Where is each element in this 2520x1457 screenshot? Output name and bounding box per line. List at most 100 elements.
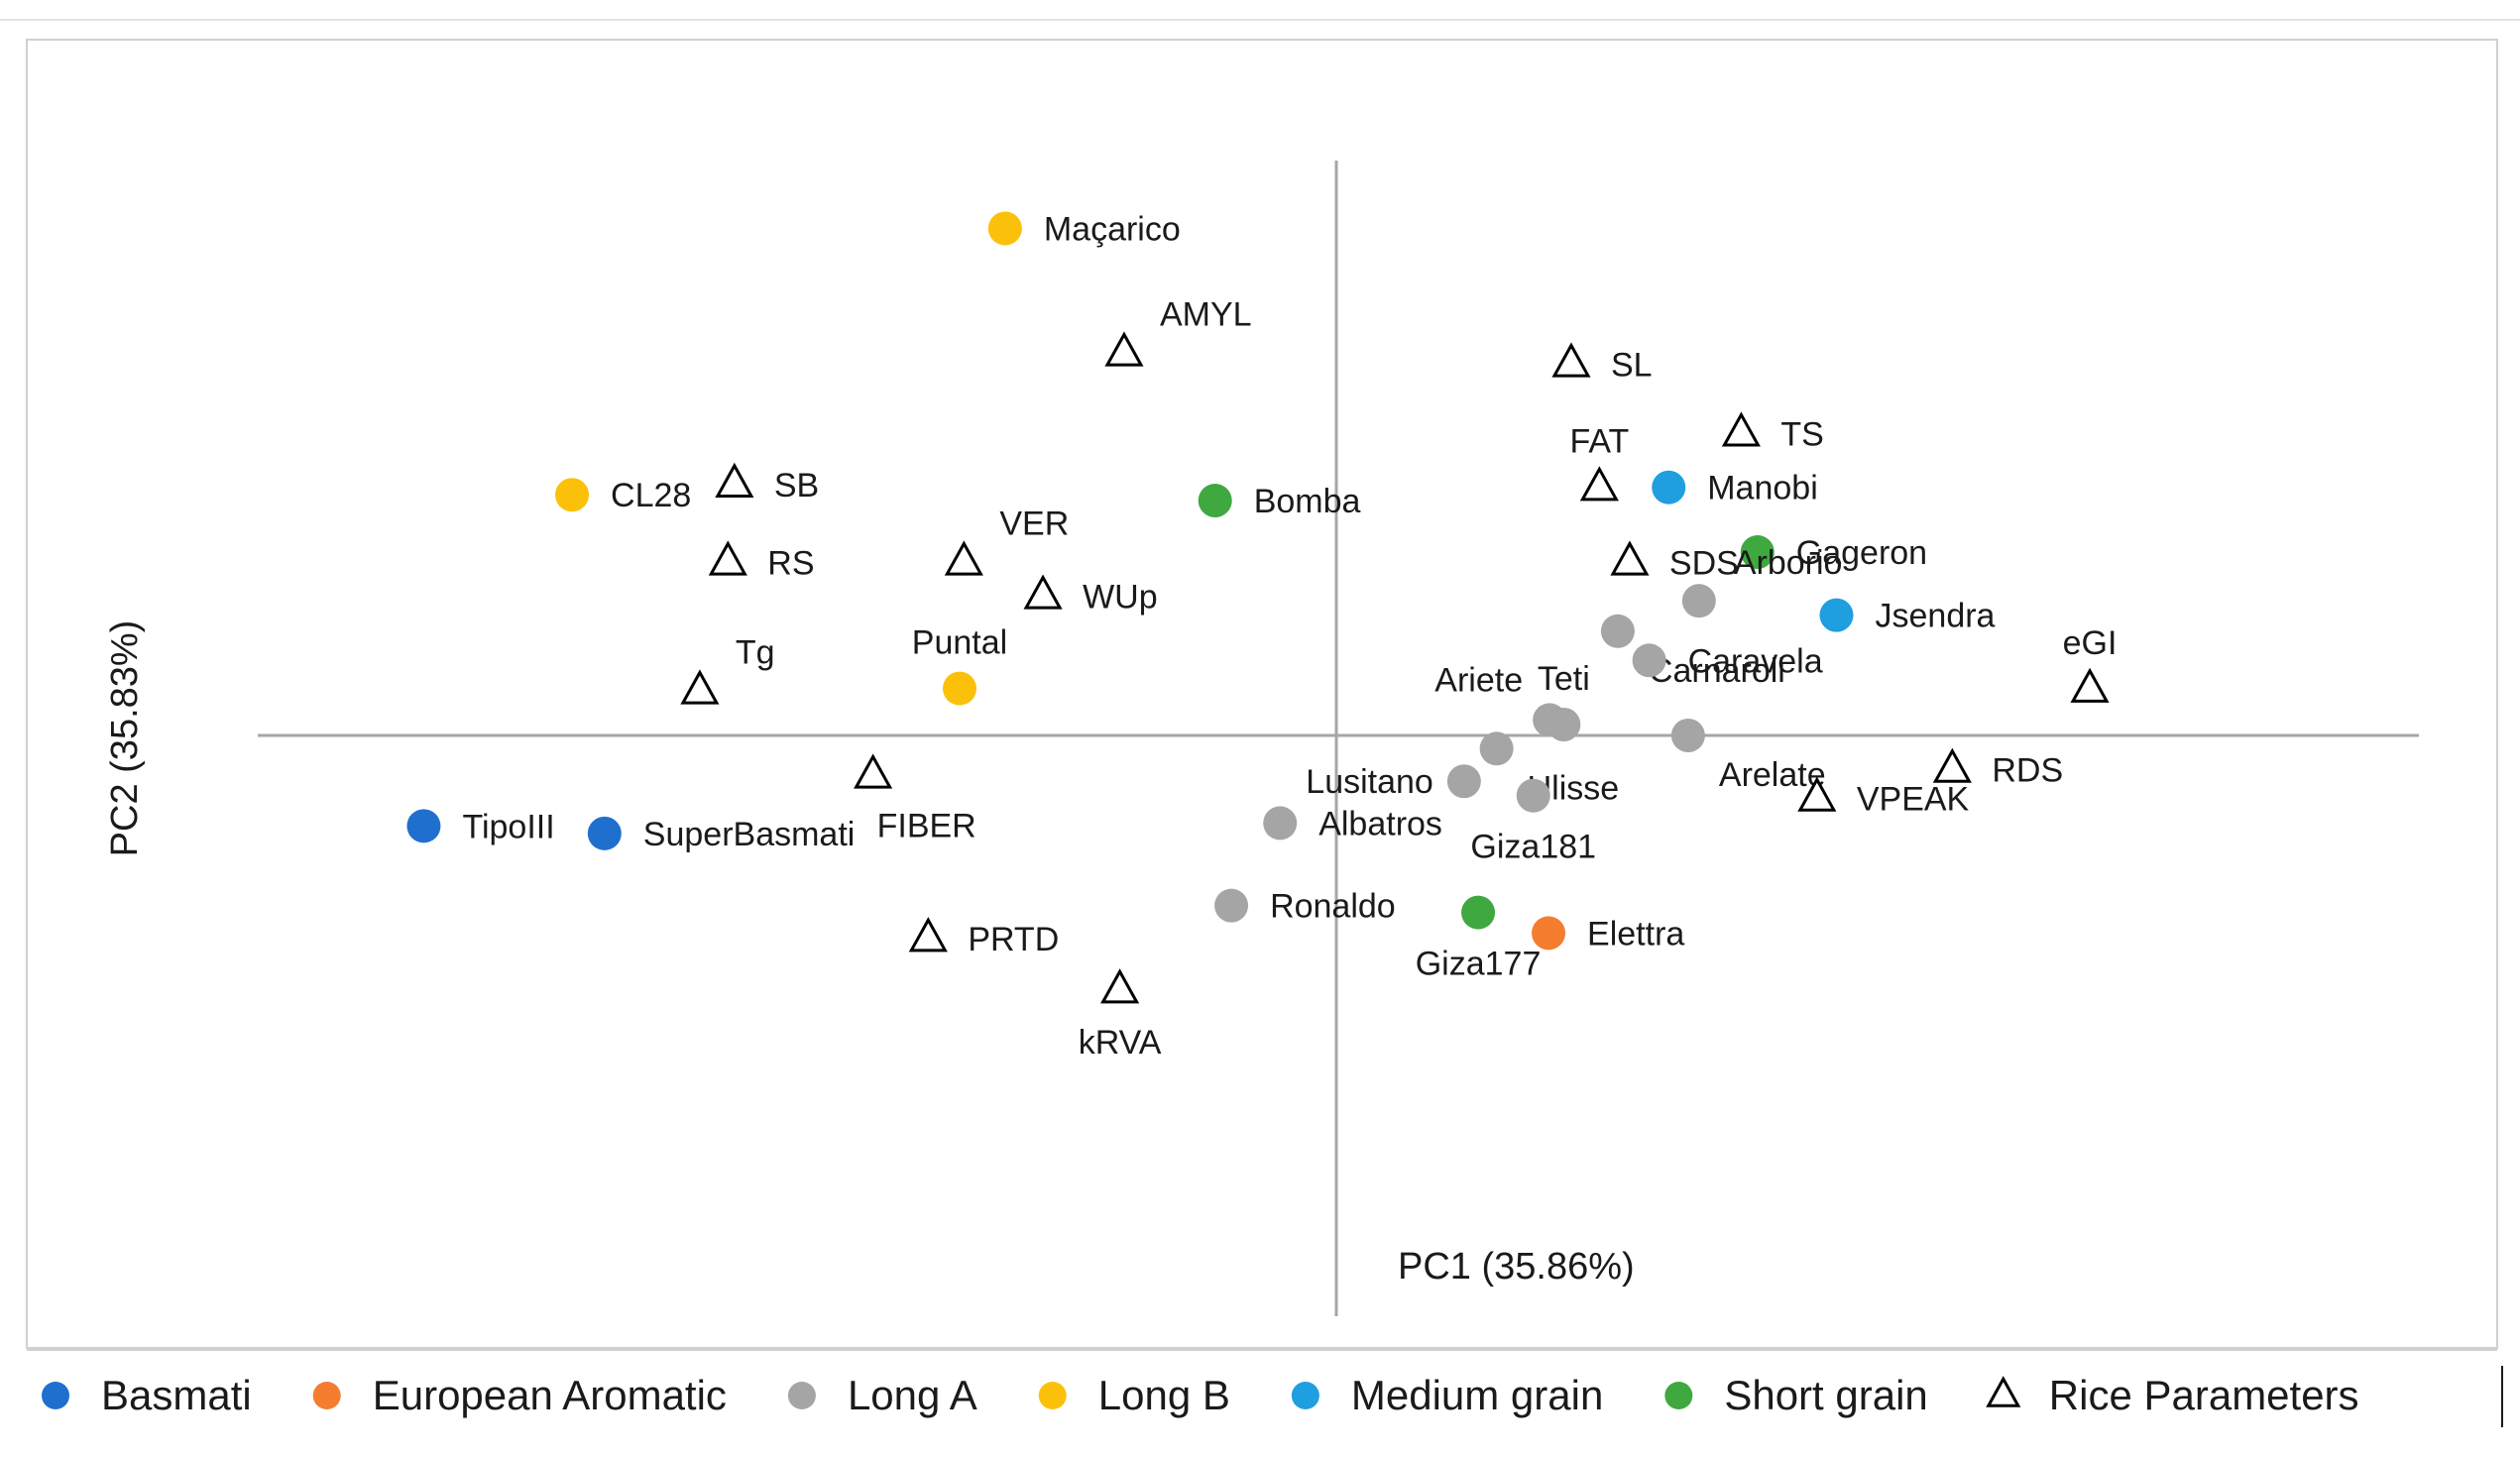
point-label-elettra: Elettra [1587, 915, 1684, 953]
param-label-egi: eGI [2063, 624, 2118, 662]
point-ulisse [1479, 731, 1514, 766]
point-label-superbasmati: SuperBasmati [643, 816, 856, 853]
point-gageron [1740, 535, 1775, 570]
point-tipoiii [406, 809, 441, 843]
point-puntal [942, 671, 976, 706]
legend-label-basmati: Basmati [101, 1372, 252, 1418]
legend: Basmati European Aromatic Long A Long B Medi… [42, 1372, 2359, 1418]
point-caravela [1632, 643, 1666, 678]
point-lusitano [1446, 764, 1481, 799]
param-marker-tg [680, 669, 720, 705]
param-marker-ts [1721, 411, 1761, 447]
param-marker-sb [715, 462, 754, 498]
legend-marker-medium-grain [1291, 1382, 1319, 1409]
point-label-manobi: Manobi [1707, 470, 1818, 507]
param-marker-egi [2070, 667, 2110, 703]
point-label-arelate: Arelate [1719, 756, 1826, 794]
legend-item-long-a: Long A [787, 1372, 977, 1418]
param-marker-vpeak [1797, 776, 1837, 812]
point-label-jsendra: Jsendra [1876, 598, 1996, 635]
legend-label-medium-grain: Medium grain [1351, 1372, 1603, 1418]
point-ronaldo [1214, 888, 1249, 923]
point-arborio [1681, 584, 1716, 618]
y-axis-label: PC2 (35.83%) [104, 620, 146, 857]
param-label-sds: SDS [1669, 544, 1739, 582]
plot-frame [26, 39, 2498, 1349]
point-label-ronaldo: Ronaldo [1270, 888, 1396, 926]
param-marker-sl [1551, 342, 1591, 378]
param-label-vpeak: VPEAK [1857, 781, 1970, 819]
param-marker-wup [1023, 574, 1063, 610]
point-label-gageron: Gageron [1796, 534, 1927, 572]
legend-marker-long-a [787, 1382, 816, 1409]
point-manobi [1652, 470, 1686, 504]
param-label-fiber: FIBER [877, 807, 976, 844]
param-label-tg: Tg [736, 633, 775, 671]
point-macarico [987, 211, 1022, 246]
point-label-giza177: Giza177 [1416, 946, 1542, 983]
param-marker-rds [1932, 747, 1972, 783]
point-elettra [1532, 916, 1566, 951]
point-label-albatros: Albatros [1318, 805, 1442, 842]
point-giza181 [1516, 778, 1550, 813]
legend-label-long-b: Long B [1098, 1372, 1230, 1418]
point-giza177 [1461, 895, 1496, 930]
point-carnaroli [1600, 614, 1635, 648]
param-marker-amyl [1104, 331, 1144, 367]
point-label-cl28: CL28 [611, 477, 691, 514]
legend-marker-basmati [42, 1382, 69, 1409]
legend-item-long-b: Long B [1038, 1372, 1230, 1418]
point-albatros [1263, 806, 1298, 841]
axes [258, 161, 2419, 1316]
param-label-sl: SL [1611, 346, 1653, 384]
param-marker-prtd [908, 917, 948, 953]
point-label-carnaroli: Carnaroli [1649, 652, 1785, 690]
point-superbasmati [587, 816, 622, 850]
point-label-puntal: Puntal [912, 624, 1007, 662]
param-label-fat: FAT [1569, 422, 1629, 460]
point-label-giza181: Giza181 [1470, 829, 1596, 866]
legend-label-european-aromatic: European Aromatic [373, 1372, 727, 1418]
param-marker-sds [1610, 540, 1650, 576]
param-label-wup: WUp [1083, 579, 1158, 616]
point-label-bomba: Bomba [1254, 483, 1361, 520]
legend-item-rice-parameters: Rice Parameters [1986, 1372, 2359, 1418]
point-label-macarico: Maçarico [1044, 210, 1181, 248]
legend-marker-long-b [1038, 1382, 1067, 1409]
point-label-tipoiii: TipoIII [462, 808, 554, 845]
param-label-amyl: AMYL [1160, 295, 1252, 333]
data-marks: Maçarico CL28 Puntal Bomba Gageron Giza177 Man… [406, 210, 2117, 1062]
legend-item-basmati: Basmati [42, 1372, 252, 1418]
param-marker-krva [1100, 968, 1140, 1004]
point-label-ariete: Ariete [1434, 661, 1523, 699]
param-label-rds: RDS [1992, 752, 2063, 790]
point-arelate [1670, 719, 1705, 752]
legend-marker-european-aromatic [312, 1382, 341, 1409]
legend-label-rice-parameters: Rice Parameters [2049, 1372, 2359, 1418]
point-cl28 [555, 478, 590, 512]
point-bomba [1198, 484, 1232, 518]
param-label-prtd: PRTD [968, 921, 1059, 958]
param-marker-fat [1579, 466, 1619, 502]
legend-label-short-grain: Short grain [1724, 1372, 1927, 1418]
legend-marker-short-grain [1664, 1382, 1693, 1409]
param-label-sb: SB [774, 467, 819, 504]
param-marker-rs [708, 540, 747, 576]
legend-item-medium-grain: Medium grain [1291, 1372, 1603, 1418]
point-label-lusitano: Lusitano [1306, 763, 1433, 801]
point-label-teti: Teti [1538, 660, 1590, 698]
param-label-ver: VER [999, 504, 1069, 542]
param-label-krva: kRVA [1079, 1024, 1162, 1062]
point-label-caravela: Caravela [1688, 642, 1823, 680]
legend-marker-rice-parameters [1986, 1376, 2021, 1407]
legend-item-european-aromatic: European Aromatic [312, 1372, 727, 1418]
param-label-rs: RS [767, 544, 814, 582]
legend-item-short-grain: Short grain [1664, 1372, 1928, 1418]
point-jsendra [1819, 598, 1854, 632]
point-ariete [1533, 703, 1567, 737]
param-marker-ver [944, 540, 983, 576]
legend-label-long-a: Long A [848, 1372, 977, 1418]
param-label-ts: TS [1780, 415, 1823, 453]
x-axis-label: PC1 (35.86%) [1398, 1246, 1635, 1288]
param-marker-fiber [854, 753, 893, 789]
